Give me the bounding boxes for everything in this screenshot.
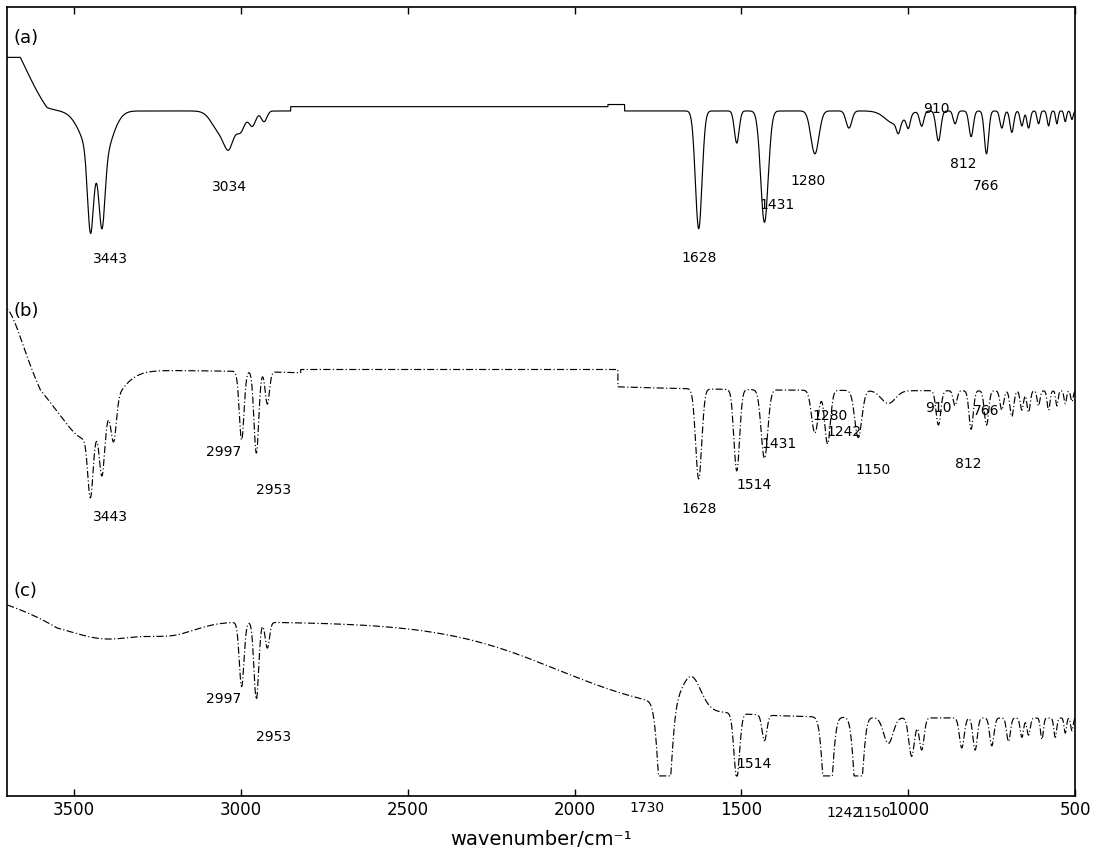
Text: 3443: 3443 [93, 510, 128, 524]
Text: 1280: 1280 [791, 174, 826, 188]
Text: 3443: 3443 [93, 253, 128, 266]
Text: 2997: 2997 [206, 692, 242, 705]
Text: 1431: 1431 [762, 437, 797, 451]
Text: 2953: 2953 [256, 729, 291, 744]
Text: 2997: 2997 [206, 445, 242, 459]
Text: (a): (a) [13, 29, 38, 47]
Text: 1628: 1628 [681, 502, 716, 515]
Text: 1242: 1242 [826, 806, 861, 820]
Text: 910: 910 [923, 102, 950, 116]
Text: 1514: 1514 [737, 757, 772, 771]
Text: 1242: 1242 [827, 425, 862, 439]
Text: 1628: 1628 [681, 252, 716, 265]
Text: 812: 812 [950, 157, 977, 171]
Text: 1150: 1150 [855, 463, 890, 477]
Text: 3034: 3034 [212, 180, 247, 193]
Text: 2953: 2953 [256, 484, 291, 497]
Text: 1150: 1150 [855, 806, 890, 820]
Text: 1730: 1730 [629, 801, 664, 815]
X-axis label: wavenumber/cm⁻¹: wavenumber/cm⁻¹ [450, 830, 632, 849]
Text: (c): (c) [13, 582, 37, 600]
Text: 812: 812 [955, 457, 982, 471]
Text: 910: 910 [926, 401, 952, 415]
Text: 766: 766 [973, 403, 1000, 418]
Text: 1431: 1431 [760, 199, 795, 212]
Text: 766: 766 [973, 179, 1000, 193]
Text: 1514: 1514 [737, 479, 772, 492]
Text: 1280: 1280 [813, 409, 848, 423]
Text: (b): (b) [13, 302, 40, 320]
